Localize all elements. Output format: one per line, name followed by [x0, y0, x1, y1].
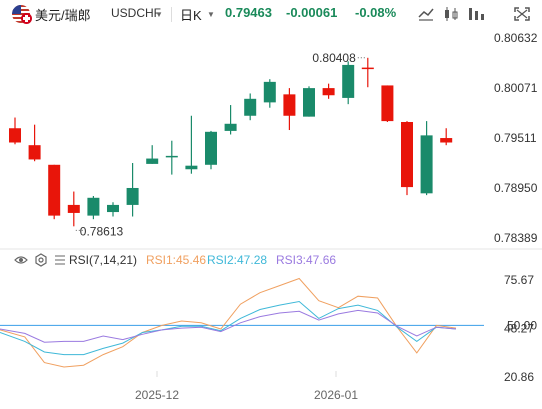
candle-body — [263, 81, 276, 103]
price-axis-tick: 0.79511 — [494, 131, 537, 145]
candle-body — [224, 123, 237, 131]
candle-body — [146, 158, 159, 164]
high-label: 0.80408 — [312, 51, 356, 65]
candle-body — [303, 88, 315, 117]
line-tool-icon[interactable] — [416, 5, 436, 23]
price-change-pct: -0.08% — [355, 5, 397, 20]
candle-body — [283, 94, 296, 116]
rsi-axis-tick: 75.67 — [504, 273, 534, 287]
symbol-selector[interactable]: USDCHF — [111, 6, 161, 20]
divider — [171, 7, 172, 22]
rsi2-value: RSI2:47.28 — [207, 253, 268, 267]
low-label: 0.78613 — [80, 224, 124, 238]
candle-body — [361, 67, 374, 70]
rsi-series-line — [0, 309, 457, 343]
rsi3-value: RSI3:47.66 — [276, 253, 337, 267]
price-axis-tick: 0.80071 — [494, 81, 538, 95]
rsi-series-line — [0, 277, 457, 368]
rsi-legend: RSI(7,14,21) RSI1:45.46 RSI2:47.28 RSI3:… — [0, 250, 400, 270]
chf-flag-icon — [21, 13, 32, 24]
candle-body — [244, 98, 257, 116]
price-axis-tick: 0.80632 — [494, 31, 538, 45]
rsi-indicator-name: RSI(7,14,21) — [69, 253, 138, 267]
candle-body — [48, 164, 61, 216]
price-chart[interactable]: 0.80632 0.80071 0.79511 0.78950 0.78389 0.80… — [0, 28, 542, 409]
indicator-tool-icon[interactable] — [466, 5, 486, 23]
settings-icon[interactable] — [34, 253, 48, 267]
rsi-series-line — [0, 300, 457, 356]
pair-title: 美元/瑞郎 — [35, 8, 91, 23]
candle-body — [322, 88, 335, 96]
candle-body — [126, 187, 139, 205]
price-axis-tick: 0.78389 — [494, 231, 538, 245]
candle-body — [9, 128, 21, 143]
last-price: 0.79463 — [225, 5, 272, 20]
rsi-axis-tick: 48.27 — [504, 321, 534, 335]
candle-tool-icon[interactable] — [441, 5, 461, 23]
candle-body — [67, 204, 80, 213]
rsi1-value: RSI1:45.46 — [146, 253, 207, 267]
eye-icon[interactable] — [14, 253, 28, 267]
time-axis-tick: 2025-12 — [135, 388, 179, 402]
candle-body — [28, 145, 41, 160]
candle-body — [420, 135, 433, 194]
period-dropdown-icon[interactable]: ▼ — [207, 10, 215, 19]
candle-body — [205, 131, 217, 165]
candle-body — [381, 85, 394, 122]
indicator-menu-icon[interactable] — [53, 253, 67, 267]
price-axis-tick: 0.78950 — [494, 181, 538, 195]
candle-body — [342, 64, 355, 98]
candle-body — [107, 204, 119, 213]
candle-body — [87, 197, 100, 216]
candle-body — [185, 165, 198, 170]
price-change: -0.00061 — [286, 5, 338, 20]
period-selector[interactable]: 日K — [180, 8, 202, 23]
fullscreen-icon[interactable] — [512, 5, 532, 23]
time-axis-tick: 2026-01 — [314, 388, 358, 402]
candle-body — [440, 138, 453, 143]
quote-header: 美元/瑞郎 USDCHF ▼ 日K ▼ 0.79463 -0.00061 -0.… — [0, 0, 542, 28]
rsi-axis-tick: 20.86 — [504, 370, 534, 384]
rsi-reference-label: 50.00 — [507, 318, 537, 332]
candle-body — [401, 121, 413, 188]
symbol-dropdown-icon[interactable]: ▼ — [155, 10, 163, 19]
candle-body — [165, 155, 178, 158]
